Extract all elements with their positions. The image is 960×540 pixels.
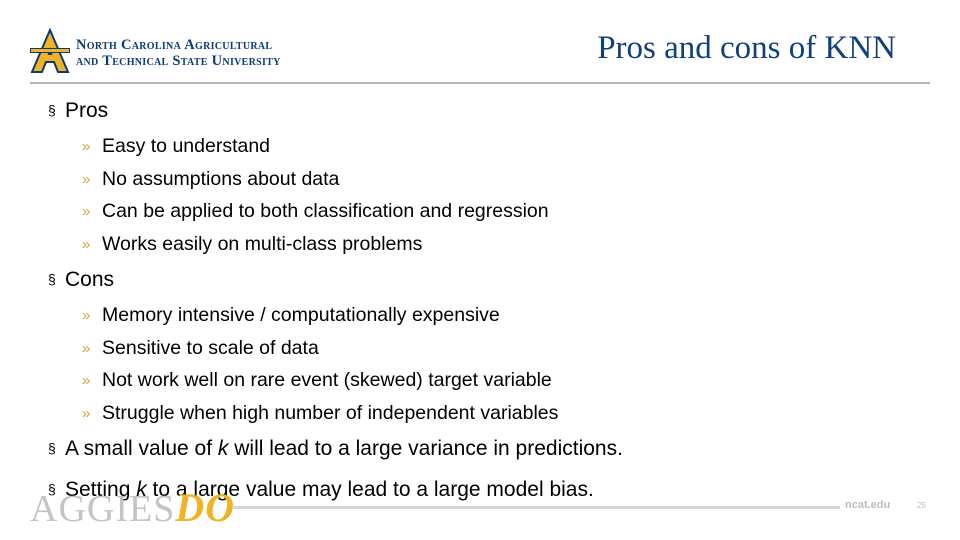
list-item: » Easy to understand [82,131,928,164]
logo-line-1: North Carolina Agricultural [76,37,273,53]
footer-website: ncat.edu [845,499,891,511]
pros-label: Pros [65,99,109,122]
cons-label: Cons [65,268,115,291]
logo-wordmark: North Carolina Agricultural and Technica… [76,37,281,69]
section-bullet-icon: § [48,102,56,118]
list-item: » Sensitive to scale of data [82,333,928,366]
chevron-right-icon: » [82,170,91,188]
header-divider [30,82,930,84]
list-item: » No assumptions about data [82,164,928,197]
chevron-right-icon: » [82,138,91,155]
list-item: » Memory intensive / computationally expe… [82,300,928,333]
chevron-right-icon: » [82,339,91,357]
list-item: » Not work well on rare event (skewed) ta… [82,365,928,398]
section-bullet-icon: § [48,271,56,287]
list-item: » Struggle when high number of independen… [82,398,928,431]
note-large-k: § Setting k to a large value may lead to … [48,478,594,501]
chevron-right-icon: » [82,404,91,422]
university-logo: North Carolina Agricultural and Technica… [28,28,358,74]
chevron-right-icon: » [82,235,91,253]
pros-list: » Easy to understand » No assumptions abou… [48,131,928,261]
slide-content: § Pros » Easy to understand » No assumption… [48,98,928,504]
aggies-do-logo: AGGIESDO [30,485,236,530]
chevron-right-icon: » [82,372,91,389]
footer-divider [232,506,840,509]
section-bullet-icon: § [48,440,56,456]
page-number: 25 [917,501,926,510]
aggie-a-icon [30,28,70,73]
cons-list: » Memory intensive / computationally expe… [48,300,928,430]
pros-heading: § Pros [48,98,928,125]
chevron-right-icon: » [82,307,91,324]
logo-line-2: and Technical State University [76,53,281,69]
list-item: » Can be applied to both classification a… [82,196,928,229]
slide-title: Pros and cons of KNN [597,30,896,66]
section-bullet-icon: § [48,481,56,497]
note-small-k: § A small value of k will lead to a large… [48,437,623,460]
cons-heading: § Cons [48,267,928,294]
chevron-right-icon: » [82,203,91,220]
list-item: » Works easily on multi-class problems [82,229,928,262]
